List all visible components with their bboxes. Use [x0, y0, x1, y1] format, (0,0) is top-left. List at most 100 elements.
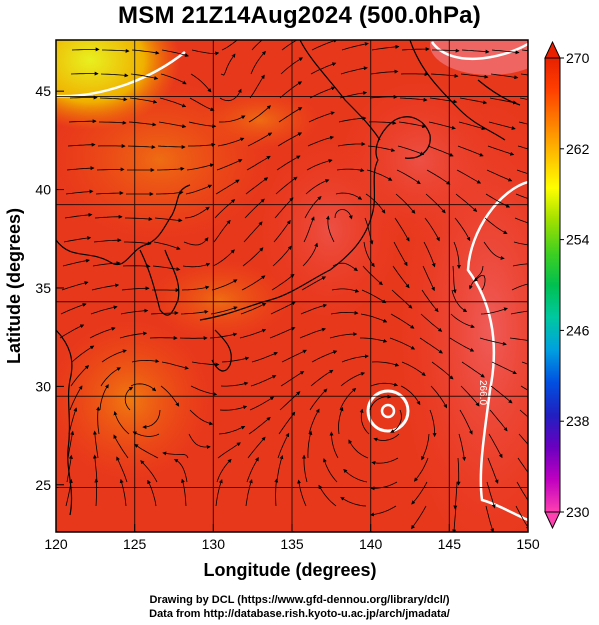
- wind-streamline: [490, 385, 513, 404]
- wind-streamline: [521, 49, 528, 52]
- wind-streamline: [483, 241, 505, 260]
- wind-streamline: [251, 351, 278, 363]
- wind-streamline: [341, 354, 369, 363]
- wind-streamline: [153, 241, 181, 250]
- wind-streamline: [458, 121, 486, 131]
- wind-streamline: [396, 169, 421, 185]
- wind-streamline: [249, 396, 275, 411]
- wind-streamline: [432, 48, 460, 53]
- wind-streamline: [277, 132, 303, 147]
- wind-streamline: [322, 458, 338, 483]
- wind-streamline: [370, 69, 399, 75]
- wind-streamline: [460, 385, 480, 407]
- wind-streamline: [100, 367, 121, 387]
- wind-streamline: [311, 350, 338, 363]
- wind-streamline: [519, 97, 528, 100]
- wind-streamline: [156, 190, 184, 195]
- x-tick-label: 150: [516, 536, 540, 552]
- wind-streamline: [242, 247, 264, 267]
- wind-streamline: [422, 265, 435, 292]
- wind-streamline: [131, 359, 160, 364]
- wind-streamline: [249, 74, 265, 99]
- wind-streamline: [425, 193, 446, 214]
- y-axis-title: Latitude (degrees): [4, 208, 24, 364]
- wind-streamline: [91, 283, 120, 291]
- wind-streamline: [121, 286, 150, 291]
- wind-streamline: [392, 265, 410, 289]
- wind-streamline: [217, 137, 245, 147]
- wind-streamline: [99, 384, 109, 411]
- wind-streamline: [239, 328, 267, 339]
- wind-streamline: [343, 468, 368, 483]
- wind-streamline: [449, 337, 475, 352]
- y-tick-label: 30: [35, 378, 51, 394]
- wind-streamline: [411, 481, 428, 505]
- wind-streamline: [274, 478, 279, 507]
- credit-drawing: Drawing by DCL (https://www.gfd-dennou.o…: [149, 594, 450, 606]
- wind-streamline: [191, 361, 220, 367]
- wind-streamline: [300, 303, 328, 315]
- wind-streamline: [338, 116, 367, 123]
- wind-streamline: [248, 416, 271, 435]
- wind-streamline: [487, 457, 499, 484]
- wind-streamline: [190, 73, 212, 93]
- wind-streamline: [99, 120, 127, 125]
- wind-streamline: [122, 264, 151, 269]
- wind-streamline: [270, 301, 296, 315]
- wind-streamline: [247, 132, 273, 147]
- wind-streamline: [217, 442, 241, 459]
- wind-streamline: [473, 275, 486, 291]
- x-tick-label: 135: [280, 536, 304, 552]
- wind-streamline: [281, 349, 307, 363]
- wind-streamline: [280, 371, 305, 387]
- y-tick-label: 40: [35, 182, 51, 198]
- wind-streamline: [119, 331, 148, 339]
- wind-streamline: [279, 391, 301, 411]
- wind-streamline: [220, 53, 236, 76]
- wind-streamline: [218, 425, 246, 435]
- wind-streamline: [94, 214, 123, 219]
- wind-streamline: [92, 430, 99, 459]
- wind-streamline: [278, 107, 303, 123]
- wind-streamline: [489, 97, 518, 105]
- colorbar: 270 262 254 246 238 230: [544, 40, 590, 530]
- wind-streamline: [215, 479, 223, 507]
- wind-streamline: [431, 361, 454, 380]
- wind-streamline: [124, 241, 152, 246]
- wind-streamline: [154, 217, 183, 223]
- wind-streamline: [113, 411, 130, 435]
- wind-streamlines: [59, 40, 528, 532]
- wind-streamline: [245, 479, 253, 507]
- wind-streamline: [215, 179, 240, 195]
- wind-streamline: [271, 273, 295, 291]
- wind-streamline: [400, 385, 421, 406]
- wind-streamline: [370, 481, 398, 491]
- wind-streamline: [182, 262, 211, 268]
- wind-streamline: [246, 457, 259, 483]
- wind-streamline: [216, 159, 243, 171]
- wind-streamline: [390, 313, 415, 329]
- wind-streamline: [140, 460, 158, 483]
- wind-streamline: [211, 279, 238, 291]
- wind-streamline: [302, 242, 319, 267]
- wind-streamline: [276, 155, 301, 171]
- wind-streamline: [210, 306, 238, 315]
- wind-streamline: [280, 57, 303, 75]
- wind-streamline: [364, 217, 374, 245]
- wind-streamline: [487, 145, 515, 156]
- colorbar-tick-label: 230: [566, 504, 590, 520]
- wind-streamline: [248, 105, 272, 123]
- wind-streamline: [401, 361, 426, 377]
- colorbar-tick-label: 238: [566, 413, 590, 429]
- wind-streamline: [188, 433, 211, 450]
- wind-streamline: [369, 94, 398, 99]
- wind-streamline: [360, 313, 388, 323]
- wind-streamline: [309, 86, 336, 99]
- wind-streamline: [413, 457, 429, 482]
- wind-streamline: [420, 313, 443, 332]
- wind-streamline: [65, 189, 94, 195]
- wind-streamline: [307, 135, 335, 147]
- wind-streamline: [430, 73, 459, 78]
- wind-streamline: [518, 121, 528, 125]
